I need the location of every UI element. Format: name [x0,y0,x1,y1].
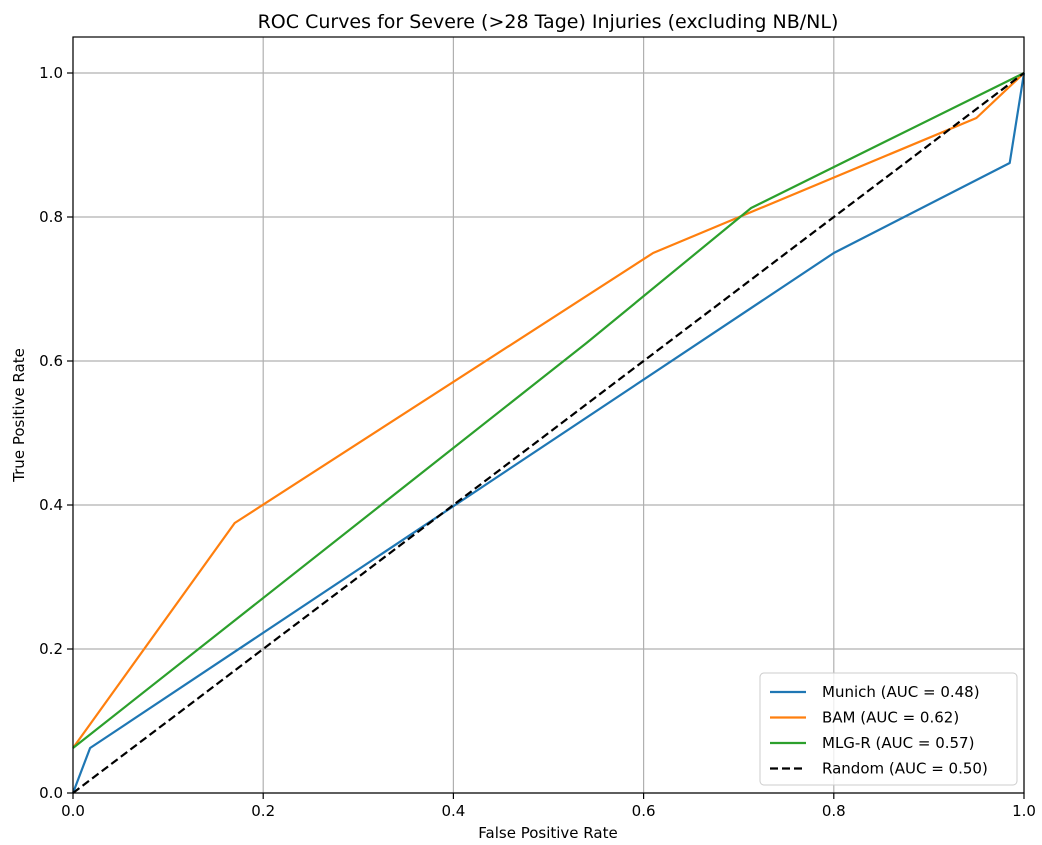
y-tick-label: 0.6 [39,352,63,370]
x-tick-label: 0.2 [251,802,275,820]
y-tick-label: 0.0 [39,784,63,802]
series-line-3 [72,72,1025,794]
y-tick-label: 1.0 [39,64,63,82]
x-tick-label: 1.0 [1012,802,1036,820]
legend-label-1: BAM (AUC = 0.62) [822,709,959,727]
x-tick-label: 0.6 [632,802,656,820]
series-lines [71,72,1026,794]
axis-ticks: 0.0 0.2 0.4 0.6 0.8 1.0 0.0 0.2 0.4 0.6 0.8 1.0 [39,64,1036,820]
series-line-1 [72,72,1025,749]
y-tick-label: 0.4 [39,496,63,514]
x-tick-label: 0.0 [61,802,85,820]
legend-label-2: MLG-R (AUC = 0.57) [822,734,974,752]
x-tick-label: 0.4 [441,802,465,820]
y-axis-title: True Positive Rate [10,348,28,483]
plot-frame [72,36,1025,794]
series-line-2 [72,72,1025,749]
x-axis-title: False Positive Rate [478,824,617,842]
x-tick-label: 0.8 [822,802,846,820]
legend-items: Munich (AUC = 0.48) BAM (AUC = 0.62) MLG-R… [770,683,988,778]
series-line-0 [71,72,1026,794]
chart-title: ROC Curves for Severe (>28 Tage) Injurie… [258,11,839,33]
legend-box [759,672,1018,786]
legend-label-0: Munich (AUC = 0.48) [822,683,980,701]
y-tick-label: 0.2 [39,640,63,658]
y-tick-label: 0.8 [39,208,63,226]
legend: Munich (AUC = 0.48) BAM (AUC = 0.62) MLG-R… [759,672,1018,786]
legend-label-3: Random (AUC = 0.50) [822,760,988,778]
